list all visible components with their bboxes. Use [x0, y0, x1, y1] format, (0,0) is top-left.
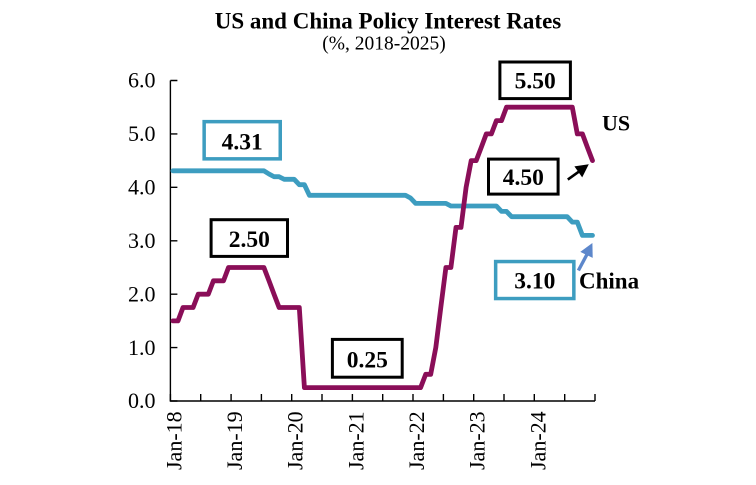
- svg-text:0.25: 0.25: [347, 347, 388, 373]
- svg-text:5.50: 5.50: [515, 69, 556, 95]
- svg-text:2.0: 2.0: [128, 281, 156, 306]
- svg-text:Jan-18: Jan-18: [161, 411, 186, 470]
- svg-text:Jan-23: Jan-23: [465, 411, 490, 470]
- svg-text:3.0: 3.0: [128, 228, 156, 253]
- svg-text:5.0: 5.0: [128, 121, 156, 146]
- svg-text:3.10: 3.10: [514, 268, 555, 294]
- svg-text:(%, 2018-2025): (%, 2018-2025): [322, 34, 445, 55]
- svg-text:6.0: 6.0: [128, 68, 156, 93]
- svg-text:Jan-21: Jan-21: [343, 411, 368, 470]
- svg-text:4.31: 4.31: [222, 129, 263, 155]
- svg-text:US: US: [602, 111, 630, 136]
- svg-text:US and China Policy Interest R: US and China Policy Interest Rates: [215, 9, 562, 34]
- svg-text:0.0: 0.0: [128, 388, 156, 413]
- svg-text:Jan-20: Jan-20: [283, 411, 308, 470]
- svg-text:China: China: [579, 269, 640, 294]
- svg-text:Jan-19: Jan-19: [222, 411, 247, 470]
- svg-text:4.50: 4.50: [503, 165, 544, 191]
- svg-text:4.0: 4.0: [128, 175, 156, 200]
- svg-text:2.50: 2.50: [229, 227, 270, 253]
- svg-text:Jan-22: Jan-22: [404, 411, 429, 470]
- svg-text:Jan-24: Jan-24: [525, 411, 550, 470]
- svg-text:1.0: 1.0: [128, 335, 156, 360]
